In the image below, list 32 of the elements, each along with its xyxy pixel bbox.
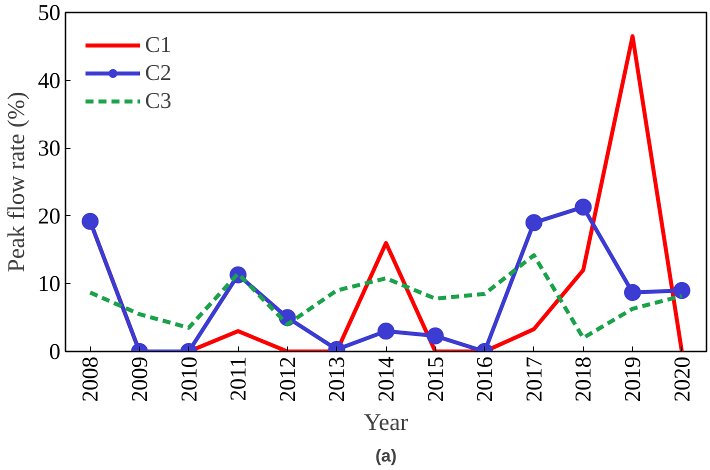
x-tick-label: 2020	[669, 356, 694, 402]
y-tick-label: 0	[49, 339, 60, 364]
y-tick-label: 30	[38, 136, 60, 161]
x-tick-label: 2009	[126, 356, 152, 402]
y-tick-label: 10	[38, 271, 60, 296]
point	[525, 214, 542, 232]
x-tick-label: 2012	[274, 356, 300, 402]
point	[673, 282, 690, 299]
y-tick-label: 50	[38, 0, 60, 25]
x-tick-label: 2008	[78, 356, 103, 402]
text: (a)	[375, 446, 397, 466]
x-tick-label: 2019	[620, 356, 646, 402]
x-tick-label: 2014	[374, 356, 398, 402]
y-tick-label: 40	[38, 68, 60, 93]
point	[378, 322, 394, 340]
x-tick-label: 2010	[176, 356, 202, 402]
point	[426, 327, 444, 344]
point	[574, 198, 592, 216]
legend-label: C1	[145, 32, 172, 58]
x-tick-label: 2011	[226, 356, 251, 401]
y-tick-label: 20	[38, 203, 60, 228]
x-tick-label: 2015	[422, 356, 448, 402]
x-tick-label: 2016	[472, 356, 498, 402]
point	[624, 284, 642, 301]
point	[82, 212, 99, 230]
legend-label: C3	[145, 88, 172, 114]
x-tick-label: 2017	[521, 356, 546, 402]
legend-label: C2	[145, 60, 172, 86]
x-axis-title: Year	[364, 410, 408, 436]
x-tick-label: 2013	[324, 356, 350, 402]
x-tick-label: 2018	[570, 356, 596, 402]
y-axis-title: Peak flow rate (%)	[4, 92, 30, 272]
